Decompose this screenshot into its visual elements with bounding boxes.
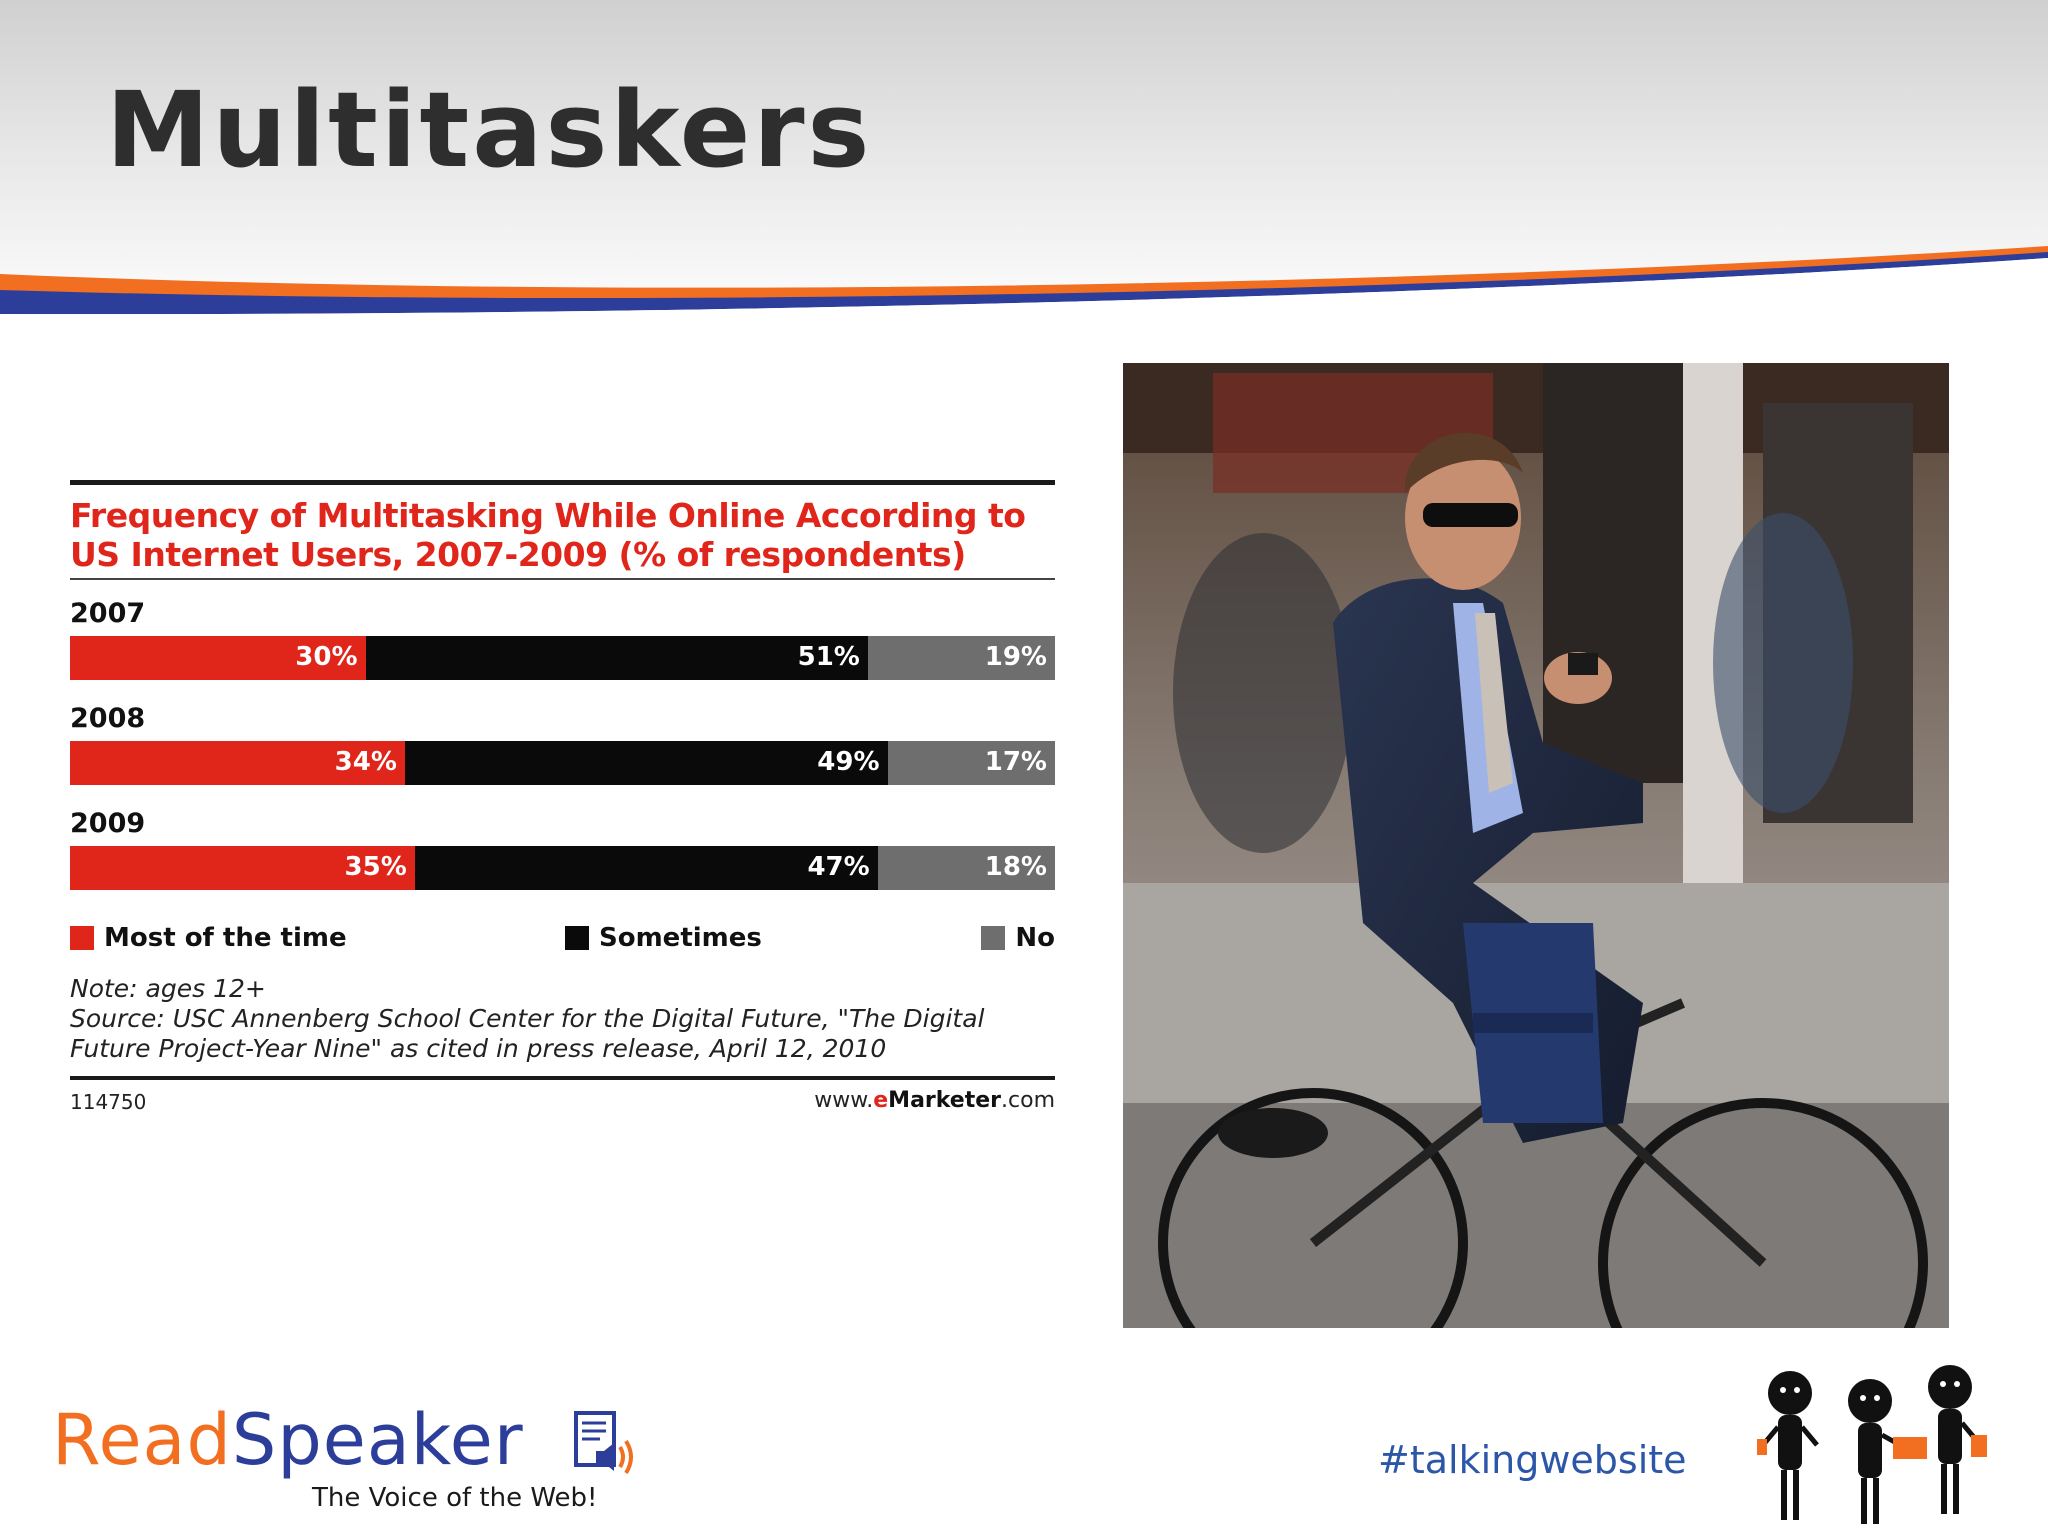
mascot-left: [1761, 1371, 1819, 1520]
bar-segment-sometimes-2008: 49%: [404, 741, 888, 785]
chart-title-rule: [70, 578, 1055, 580]
chart-top-rule: [70, 480, 1055, 485]
bar-segment-sometimes-2007: 51%: [365, 636, 868, 680]
data-label: 47%: [807, 852, 870, 882]
legend-swatch: [565, 926, 589, 950]
site-brand-initial: e: [873, 1088, 889, 1113]
logo-wordmark: ReadSpeaker: [52, 1405, 524, 1475]
data-label: 35%: [344, 852, 407, 882]
bar-segment-sometimes-2009: 47%: [414, 846, 878, 890]
year-label-2007: 2007: [70, 598, 146, 629]
bar-segment-no-2007: 19%: [867, 636, 1055, 680]
bar-row-2009: 35% 47% 18%: [70, 846, 1055, 890]
chart-bottom-rule: [70, 1076, 1055, 1080]
logo-tagline: The Voice of the Web!: [312, 1483, 598, 1513]
data-label: 17%: [984, 747, 1047, 777]
mascot-right: [1928, 1365, 1979, 1514]
legend-label: Most of the time: [104, 923, 347, 953]
site-brand-rest: Marketer: [888, 1088, 1002, 1113]
chart-note: Note: ages 12+: [70, 974, 266, 1003]
logo-speaker: Speaker: [231, 1399, 524, 1481]
hashtag-label[interactable]: #talkingwebsite: [1378, 1438, 1687, 1482]
data-label: 49%: [817, 747, 880, 777]
slide-title: Multitaskers: [106, 69, 873, 191]
legend-item-no: No: [981, 923, 1055, 953]
chart-legend: Most of the time Sometimes No: [70, 923, 1055, 957]
bar-segment-no-2009: 18%: [877, 846, 1055, 890]
logo-read: Read: [52, 1399, 232, 1481]
data-label: 19%: [984, 642, 1047, 672]
data-label: 51%: [797, 642, 860, 672]
header-swoosh: [0, 246, 2048, 320]
bar-segment-most-of-the-time-2007: 30%: [70, 636, 366, 680]
chart-source-site[interactable]: www.eMarketer.com: [814, 1088, 1055, 1113]
data-label: 30%: [295, 642, 358, 672]
legend-item-sometimes: Sometimes: [565, 923, 762, 953]
man-on-bicycle-image: [1123, 363, 1949, 1328]
bar-row-2007: 30% 51% 19%: [70, 636, 1055, 680]
multitasking-chart: Frequency of Multitasking While Online A…: [70, 480, 1055, 1120]
slide-header: Multitaskers: [0, 0, 2048, 320]
mascot-figures-illustration: [1757, 1365, 1987, 1524]
readspeaker-logo[interactable]: ReadSpeaker The Voice of the Web!: [52, 1405, 692, 1525]
bar-row-2008: 34% 49% 17%: [70, 741, 1055, 785]
data-label: 18%: [984, 852, 1047, 882]
legend-label: Sometimes: [599, 923, 762, 953]
mascot-middle: [1848, 1379, 1902, 1524]
legend-label: No: [1015, 923, 1055, 953]
document-speaker-icon: [574, 1411, 633, 1475]
chart-title: Frequency of Multitasking While Online A…: [70, 496, 1026, 574]
data-label: 34%: [334, 747, 397, 777]
legend-item-most-of-the-time: Most of the time: [70, 923, 347, 953]
bar-segment-most-of-the-time-2009: 35%: [70, 846, 415, 890]
cyclist-photo: [1123, 363, 1949, 1328]
chart-id: 114750: [70, 1090, 147, 1114]
site-suffix: .com: [1001, 1088, 1055, 1113]
bar-segment-most-of-the-time-2008: 34%: [70, 741, 405, 785]
year-label-2008: 2008: [70, 703, 146, 734]
year-label-2009: 2009: [70, 808, 146, 839]
chart-notes: Note: ages 12+ Source: USC Annenberg Sch…: [70, 974, 1055, 1064]
chart-source: Source: USC Annenberg School Center for …: [70, 1004, 985, 1063]
bar-segment-no-2008: 17%: [887, 741, 1055, 785]
legend-swatch: [70, 926, 94, 950]
legend-swatch: [981, 926, 1006, 950]
site-prefix: www.: [814, 1088, 874, 1113]
